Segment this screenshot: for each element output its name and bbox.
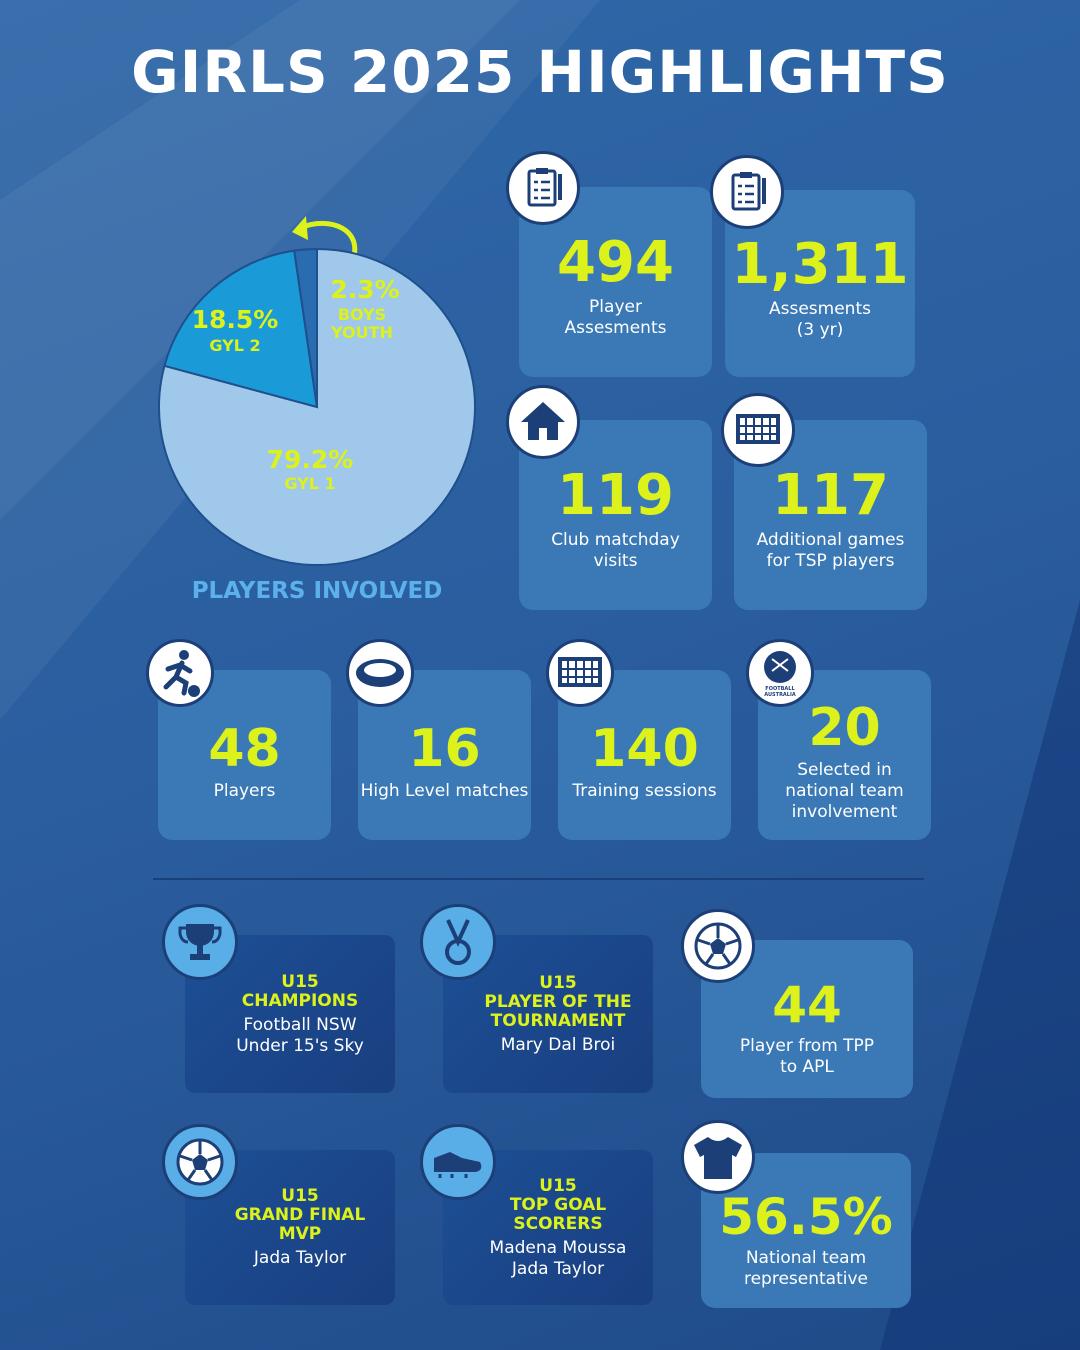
stat-label: Assesments: [564, 318, 667, 338]
award-detail-line: Madena Moussa: [489, 1237, 627, 1258]
award-detail-line: Under 15's Sky: [236, 1035, 364, 1056]
icon-glyph: [736, 414, 780, 444]
icon-glyph: [694, 1137, 742, 1179]
stat-label: national team: [785, 780, 904, 801]
award-title: TOP GOAL: [509, 1194, 607, 1215]
icon-glyph: [558, 657, 602, 687]
icon-glyph: [694, 922, 742, 970]
stat-card: 140 Training sessions: [558, 670, 731, 840]
stat-value: 48: [208, 718, 281, 779]
stat-value: 20: [808, 697, 881, 758]
stat-value: 56.5%: [719, 1187, 893, 1246]
icon: [506, 385, 580, 459]
logo-text: FOOTBALL AUSTRALIA: [764, 686, 796, 698]
stat-label: for TSP players: [766, 551, 895, 571]
pie-category-label: BOYS YOUTH: [331, 305, 393, 342]
award-detail-line: Football NSW: [243, 1014, 357, 1035]
pie-value-label: 2.3%: [330, 275, 400, 304]
icon: [721, 393, 795, 467]
stat-label: Assesments: [769, 298, 871, 319]
award-detail: Jada Taylor: [254, 1248, 346, 1269]
stat-value: 117: [772, 463, 889, 528]
stat-label: Player: [589, 297, 642, 317]
stat-value: 1,311: [731, 231, 909, 297]
icon: [420, 904, 496, 980]
stat-label: involvement: [791, 801, 898, 822]
award-card: U15 TOP GOAL SCORERS Madena Moussa Jada Tayl…: [443, 1150, 653, 1305]
icon-glyph: [527, 168, 562, 207]
stat-label: visits: [593, 551, 638, 571]
stat-value: 44: [772, 976, 842, 1034]
stat-label: Player from TPP: [739, 1036, 875, 1056]
award-title: MVP: [278, 1224, 322, 1244]
stat-label: National team: [745, 1247, 867, 1268]
icon: [506, 151, 580, 225]
stat-card: 1,311 Assesments (3 yr): [725, 190, 915, 377]
icon-glyph: [178, 924, 222, 960]
stat-label: Selected in: [797, 759, 892, 780]
stat-label: Club matchday: [551, 530, 680, 550]
icon-glyph: [731, 172, 766, 211]
award-detail-line: Mary Dal Broi: [500, 1034, 616, 1055]
icon-glyph: [764, 651, 796, 683]
pie-category-label: GYL 1: [284, 474, 336, 493]
icon-glyph: [434, 1152, 482, 1178]
pie-value-label: 79.2%: [266, 445, 354, 474]
award-level: U15: [281, 971, 319, 992]
icon: [162, 904, 238, 980]
icon-glyph: [163, 650, 200, 697]
stat-value: 16: [408, 718, 481, 779]
stat-label: representative: [743, 1268, 869, 1289]
award-title: CHAMPIONS: [241, 990, 359, 1011]
pie-slice: [293, 247, 318, 408]
page-title: GIRLS 2025 HIGHLIGHTS: [131, 38, 949, 106]
stat-label: High Level matches: [360, 780, 529, 801]
award-detail-line: Jada Taylor: [253, 1248, 347, 1268]
award-detail: Mary Dal Broi: [501, 1035, 616, 1056]
pie-value-label: 18.5%: [191, 305, 279, 334]
award-level: U15: [539, 972, 577, 993]
stat-card: 117 Additional games for TSP players: [734, 420, 927, 610]
icon: [420, 1124, 496, 1200]
icon: [746, 639, 814, 707]
icon: [681, 1120, 755, 1194]
stat-value: 119: [557, 463, 674, 528]
pie-category-label: GYL 2: [209, 336, 261, 355]
icon: [681, 909, 755, 983]
award-title: PLAYER OF THE: [484, 991, 632, 1012]
icon-glyph: [356, 659, 404, 687]
pie-title: PLAYERS INVOLVED: [191, 578, 443, 604]
icon: [346, 639, 414, 707]
award-title: TOURNAMENT: [490, 1010, 626, 1031]
icon-glyph: [445, 919, 471, 965]
stat-label: Training sessions: [572, 780, 717, 801]
icon: [146, 639, 214, 707]
award-title: SCORERS: [513, 1213, 603, 1234]
stat-label: Players: [213, 780, 276, 801]
icon-glyph: [176, 1138, 224, 1186]
pie-slice: [163, 249, 319, 409]
award-detail: Football NSW Under 15's Sky: [236, 1015, 364, 1057]
stat-label: Additional games: [756, 530, 905, 550]
award-level: U15: [539, 1175, 577, 1196]
icon: [162, 1124, 238, 1200]
award-level: U15: [281, 1186, 319, 1206]
award-detail-line: Jada Taylor: [511, 1258, 605, 1279]
stat-label: (3 yr): [796, 319, 844, 340]
award-title: GRAND FINAL: [234, 1205, 366, 1225]
stat-value: 494: [557, 230, 674, 295]
stat-value: 140: [590, 718, 699, 779]
stat-label: to APL: [780, 1057, 834, 1077]
award-detail: Madena Moussa Jada Taylor: [490, 1238, 627, 1280]
icon: [546, 639, 614, 707]
icon: [710, 155, 784, 229]
icon-glyph: [521, 402, 565, 440]
